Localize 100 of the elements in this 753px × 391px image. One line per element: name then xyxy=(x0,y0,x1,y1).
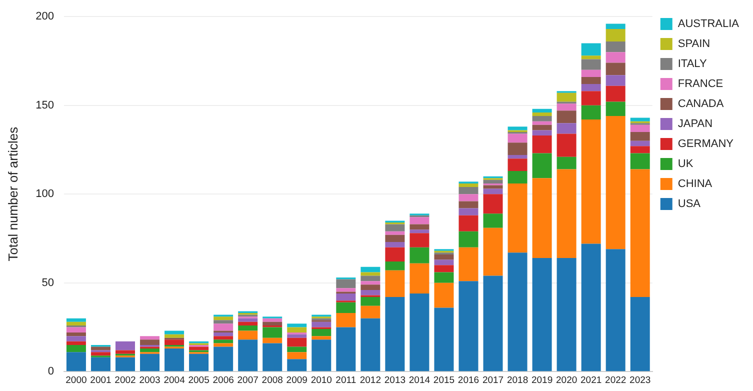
legend-label: CHINA xyxy=(678,178,713,190)
bar xyxy=(532,178,552,258)
bar xyxy=(434,254,454,260)
bar xyxy=(336,294,356,301)
bar xyxy=(385,262,405,270)
bar xyxy=(606,86,626,102)
bar xyxy=(434,308,454,372)
bar xyxy=(115,357,135,372)
x-tick-label: 2006 xyxy=(212,374,234,386)
bar xyxy=(66,352,86,372)
x-tick-label: 2010 xyxy=(310,374,332,386)
bar xyxy=(360,306,380,318)
bar xyxy=(606,24,626,30)
legend-label: SPAIN xyxy=(678,38,710,50)
bar xyxy=(385,224,405,232)
bar xyxy=(312,336,332,340)
bar xyxy=(336,327,356,372)
bar xyxy=(508,158,528,172)
legend-label: FRANCE xyxy=(678,78,724,90)
y-tick-label: 0 xyxy=(48,366,54,378)
bar xyxy=(164,330,184,334)
bar xyxy=(410,233,430,248)
bar xyxy=(630,169,650,298)
bar xyxy=(483,188,503,194)
bar xyxy=(606,29,626,42)
bar xyxy=(238,325,258,331)
bar xyxy=(410,263,430,294)
bar xyxy=(630,140,650,146)
bar xyxy=(556,156,576,170)
bar xyxy=(90,352,110,356)
bar xyxy=(458,215,478,232)
legend-label: CANADA xyxy=(678,98,724,110)
bar xyxy=(581,56,601,60)
bar xyxy=(556,92,576,102)
bar xyxy=(606,52,626,63)
bar xyxy=(360,266,380,272)
bar xyxy=(606,75,626,86)
bar xyxy=(66,332,86,336)
bar xyxy=(581,105,601,120)
legend-label: UK xyxy=(678,158,694,170)
bar xyxy=(140,348,160,352)
y-tick-label: 150 xyxy=(36,99,54,112)
x-tick-label: 2008 xyxy=(262,374,283,386)
x-tick-label: 2014 xyxy=(408,374,430,386)
bar xyxy=(287,359,307,372)
bar xyxy=(164,334,184,338)
bar xyxy=(214,332,234,336)
bar xyxy=(189,346,209,350)
bar xyxy=(287,334,307,338)
bar xyxy=(214,336,234,340)
x-tick-label: 2020 xyxy=(556,374,578,386)
bar xyxy=(410,224,430,230)
bar xyxy=(214,324,234,331)
bar xyxy=(458,194,478,202)
bar xyxy=(385,242,405,248)
x-tick-label: 2023 xyxy=(630,374,651,386)
x-tick-label: 2003 xyxy=(139,374,160,386)
bar xyxy=(214,343,234,347)
x-tick-label: 2015 xyxy=(433,374,455,386)
bar xyxy=(532,130,552,136)
bar xyxy=(606,62,626,76)
bar xyxy=(581,43,601,56)
legend-label: AUSTRALIA xyxy=(678,18,740,30)
bar xyxy=(508,252,528,372)
bar xyxy=(287,346,307,352)
x-tick-label: 2018 xyxy=(506,374,528,386)
bar xyxy=(312,329,332,336)
bar xyxy=(360,281,380,285)
bar xyxy=(360,297,380,306)
bar xyxy=(532,124,552,130)
bar xyxy=(458,201,478,208)
bar xyxy=(140,354,160,372)
bar xyxy=(336,313,356,328)
bar xyxy=(312,322,332,328)
bar xyxy=(410,217,430,224)
bar xyxy=(532,136,552,154)
bar xyxy=(434,282,454,308)
x-tick-label: 2022 xyxy=(605,374,626,386)
bar xyxy=(66,341,86,345)
bar xyxy=(508,126,528,130)
bar xyxy=(66,336,86,342)
bar xyxy=(532,153,552,178)
bar xyxy=(360,290,380,296)
bar xyxy=(214,340,234,344)
bar xyxy=(385,231,405,235)
x-tick-label: 2001 xyxy=(90,374,112,386)
x-tick-label: 2013 xyxy=(384,374,406,386)
bar xyxy=(606,41,626,52)
bar xyxy=(410,247,430,264)
x-tick-label: 2004 xyxy=(164,374,185,386)
bar xyxy=(164,340,184,345)
bar xyxy=(606,116,626,250)
x-tick-label: 2007 xyxy=(237,374,258,386)
bar xyxy=(508,142,528,156)
bar xyxy=(458,187,478,194)
bar xyxy=(556,110,576,124)
bar xyxy=(483,214,503,228)
bar xyxy=(214,320,234,324)
y-tick-label: 200 xyxy=(36,10,54,23)
bar xyxy=(483,180,503,184)
